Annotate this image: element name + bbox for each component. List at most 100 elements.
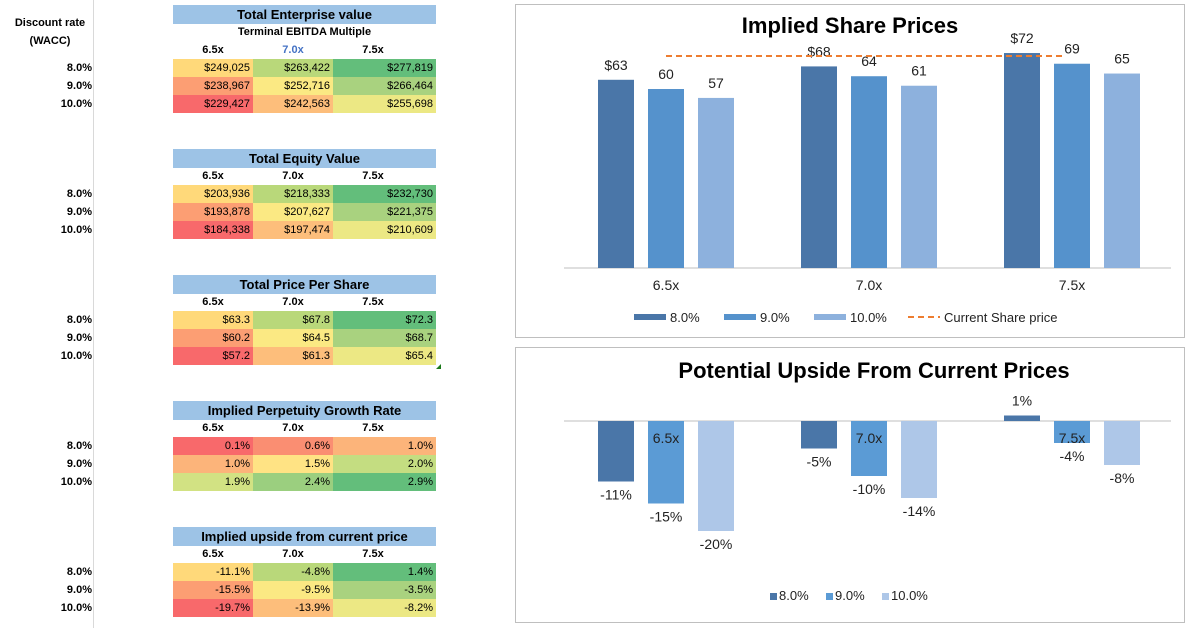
column-header: 7.0x	[282, 296, 304, 308]
legend-swatch	[770, 593, 777, 600]
table-cell[interactable]: 2.4%	[253, 473, 333, 491]
legend-label: 9.0%	[760, 310, 790, 325]
data-label: $72	[1010, 30, 1034, 46]
row-label: 9.0%	[66, 584, 92, 596]
table-cell[interactable]: $65.4	[333, 347, 436, 365]
table-cell[interactable]: -11.1%	[173, 563, 253, 581]
table-cell[interactable]: $184,338	[173, 221, 253, 239]
divider-line	[93, 0, 94, 628]
data-label: -10%	[853, 481, 886, 497]
table-cell[interactable]: $68.7	[333, 329, 436, 347]
data-label: -15%	[650, 509, 683, 525]
bar-9.0%	[1054, 421, 1090, 443]
table-cell[interactable]: $255,698	[333, 95, 436, 113]
table-cell[interactable]: $229,427	[173, 95, 253, 113]
table-cell[interactable]: 2.0%	[333, 455, 436, 473]
bar-10.0%	[901, 421, 937, 498]
table-title: Total Enterprise value	[173, 5, 436, 24]
table-cell[interactable]: $221,375	[333, 203, 436, 221]
column-header: 6.5x	[202, 548, 224, 560]
column-header: 7.5x	[362, 44, 384, 56]
row-label: 9.0%	[66, 206, 92, 218]
potential-upside-svg: Potential Upside From Current Prices -11%…	[564, 358, 1171, 603]
table-cell[interactable]: $197,474	[253, 221, 333, 239]
data-label: 69	[1064, 41, 1080, 57]
table-cell[interactable]: 2.9%	[333, 473, 436, 491]
row-label: 10.0%	[60, 98, 92, 110]
row-label: 8.0%	[66, 566, 92, 578]
table-cell[interactable]: 1.0%	[333, 437, 436, 455]
table-cell[interactable]: 1.9%	[173, 473, 253, 491]
column-header: 7.5x	[362, 548, 384, 560]
data-label: 60	[658, 66, 674, 82]
table-cell[interactable]: $61.3	[253, 347, 333, 365]
discount-label-line2: (WACC)	[29, 35, 71, 47]
table-cell[interactable]: $67.8	[253, 311, 333, 329]
table-cell[interactable]: 0.1%	[173, 437, 253, 455]
row-label: 10.0%	[60, 476, 92, 488]
bar-10.0%	[901, 85, 937, 268]
bar-10.0%	[1104, 421, 1140, 465]
table-cell[interactable]: -19.7%	[173, 599, 253, 617]
legend-label: 10.0%	[891, 588, 928, 603]
row-label: 9.0%	[66, 80, 92, 92]
table-cell[interactable]: $249,025	[173, 59, 253, 77]
table-cell[interactable]: $210,609	[333, 221, 436, 239]
data-label: -20%	[700, 536, 733, 552]
data-label: 57	[708, 75, 724, 91]
chart-title: Potential Upside From Current Prices	[678, 358, 1069, 383]
table-cell[interactable]: -3.5%	[333, 581, 436, 599]
table-cell[interactable]: 1.0%	[173, 455, 253, 473]
column-header: 7.0x	[282, 170, 304, 182]
table-cell[interactable]: -4.8%	[253, 563, 333, 581]
legend-swatch	[826, 593, 833, 600]
table-cell[interactable]: $64.5	[253, 329, 333, 347]
table-cell[interactable]: -13.9%	[253, 599, 333, 617]
implied-share-prices-svg: Implied Share Prices $63 60 57 6.5x $68 64 61 7.…	[564, 13, 1171, 325]
table-cell[interactable]: $218,333	[253, 185, 333, 203]
table-cell[interactable]: $72.3	[333, 311, 436, 329]
table-cell[interactable]: 1.5%	[253, 455, 333, 473]
bar-8.0%	[598, 421, 634, 482]
category-label: 7.5x	[1059, 430, 1085, 446]
table-cell[interactable]: $60.2	[173, 329, 253, 347]
table-cell[interactable]: 0.6%	[253, 437, 333, 455]
bar-8.0%	[1004, 53, 1040, 268]
row-label: 8.0%	[66, 314, 92, 326]
data-label: $68	[807, 43, 831, 59]
discount-rate-label: Discount rate (WACC)	[8, 14, 92, 50]
table-cell[interactable]: $263,422	[253, 59, 333, 77]
column-header: 7.0x	[282, 44, 304, 56]
bar-10.0%	[698, 97, 734, 269]
data-label: $63	[604, 57, 628, 73]
row-label: 8.0%	[66, 188, 92, 200]
legend-swatch	[724, 314, 756, 320]
table-cell[interactable]: $63.3	[173, 311, 253, 329]
legend-label: 8.0%	[670, 310, 700, 325]
table-cell[interactable]: $232,730	[333, 185, 436, 203]
table-cell[interactable]: $193,878	[173, 203, 253, 221]
table-cell[interactable]: $57.2	[173, 347, 253, 365]
table-cell[interactable]: $203,936	[173, 185, 253, 203]
table-title: Implied upside from current price	[173, 527, 436, 546]
table-cell[interactable]: 1.4%	[333, 563, 436, 581]
table-cell[interactable]: $242,563	[253, 95, 333, 113]
bar-9.0%	[851, 421, 887, 476]
row-label: 9.0%	[66, 458, 92, 470]
table-cell[interactable]: $238,967	[173, 77, 253, 95]
table-cell[interactable]: $266,464	[333, 77, 436, 95]
implied-share-prices-chart: Implied Share Prices $63 60 57 6.5x $68 64 61 7.…	[515, 4, 1185, 338]
table-cell[interactable]: -8.2%	[333, 599, 436, 617]
column-header: 6.5x	[202, 296, 224, 308]
data-label: 1%	[1012, 393, 1032, 409]
table-cell[interactable]: -15.5%	[173, 581, 253, 599]
table-cell[interactable]: $277,819	[333, 59, 436, 77]
table-cell[interactable]: -9.5%	[253, 581, 333, 599]
legend-label: 10.0%	[850, 310, 887, 325]
bar-9.0%	[851, 76, 887, 268]
table-title: Implied Perpetuity Growth Rate	[173, 401, 436, 420]
data-label: -11%	[600, 487, 632, 503]
table-cell[interactable]: $207,627	[253, 203, 333, 221]
table-cell[interactable]: $252,716	[253, 77, 333, 95]
column-header: 6.5x	[202, 170, 224, 182]
